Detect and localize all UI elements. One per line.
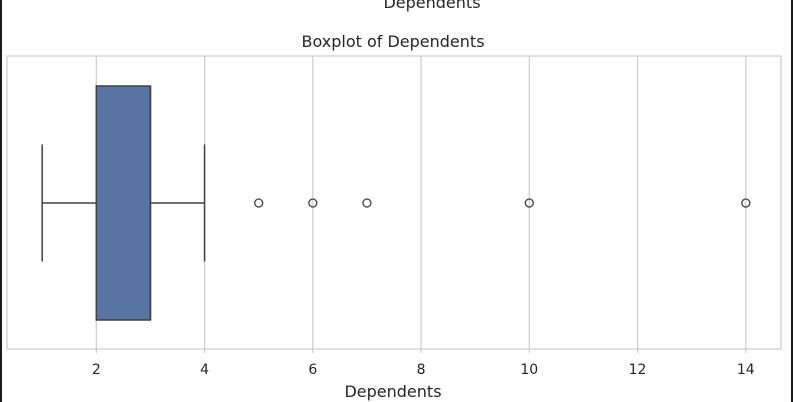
outlier-point-10: [524, 198, 534, 208]
outlier-point-5: [254, 198, 264, 208]
outlier-point-7: [362, 198, 372, 208]
x-axis-label: Dependents: [344, 382, 441, 401]
iqr-box: [95, 85, 152, 321]
x-tick-label-2: 2: [92, 362, 101, 378]
plot-border: [6, 55, 782, 350]
x-tick-label-14: 14: [737, 362, 755, 378]
x-tick-label-10: 10: [520, 362, 538, 378]
x-tick-label-8: 8: [417, 362, 426, 378]
x-tick-label-4: 4: [200, 362, 209, 378]
outlier-points: [254, 198, 751, 208]
outlier-point-14: [741, 198, 751, 208]
cut-off-header-text: Dependents: [383, 0, 480, 12]
outlier-point-6: [308, 198, 318, 208]
box-group: [41, 85, 206, 321]
x-tick-label-12: 12: [629, 362, 647, 378]
chart-title: Boxplot of Dependents: [301, 32, 484, 51]
x-tick-label-6: 6: [308, 362, 317, 378]
x-axis-ticks: 2 4 6 8 10 12 14: [92, 349, 755, 378]
